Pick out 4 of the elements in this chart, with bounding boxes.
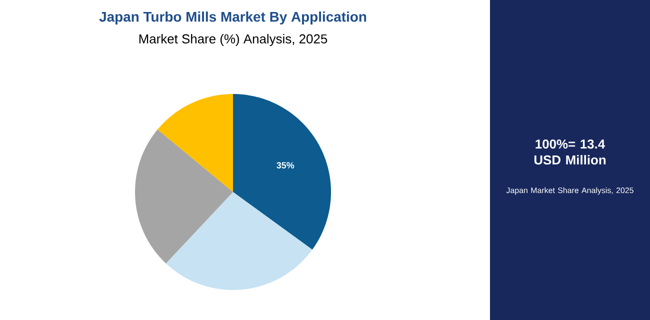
data-label: 35%: [276, 162, 294, 168]
chart-title: Japan Turbo Mills Market By Application: [99, 11, 366, 24]
text: 100%= 13.4 USD Million: [534, 139, 606, 165]
chart-subtitle: Market Share (%) Analysis, 2025: [139, 34, 328, 46]
